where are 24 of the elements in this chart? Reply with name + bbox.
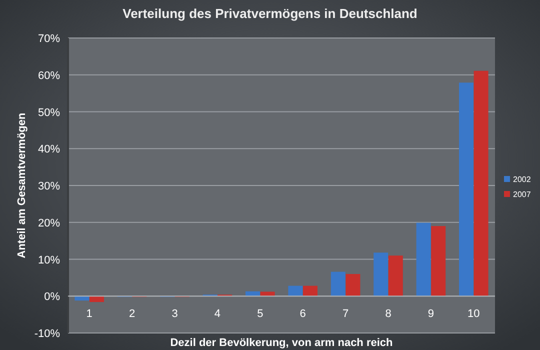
x-tick-label: 4 [214, 308, 221, 320]
x-tick-label: 1 [86, 308, 92, 320]
y-tick-label: 40% [38, 144, 60, 156]
y-tick-label: 50% [38, 106, 60, 119]
x-axis-title: Dezil der Bevölkerung, von arm nach reich [170, 337, 394, 349]
legend-label: 2002 [513, 175, 532, 184]
y-tick-label: -10% [34, 328, 60, 340]
chart-title: Verteilung des Privatvermögens in Deutschland [122, 6, 418, 21]
y-tick-label: 60% [38, 70, 60, 82]
x-tick-label: 6 [300, 308, 306, 320]
y-tick-label: 10% [38, 254, 60, 266]
y-tick-label: 0% [44, 291, 60, 304]
legend-label: 2007 [513, 190, 532, 199]
x-tick-label: 10 [468, 308, 480, 320]
x-tick-label: 2 [128, 308, 136, 320]
x-tick-label: 7 [342, 308, 349, 320]
x-tick-label: 5 [257, 308, 264, 320]
y-tick-label: 20% [38, 217, 60, 230]
x-tick-label: 9 [428, 308, 434, 320]
y-axis-title: Anteil am Gesamtvermögen [16, 112, 28, 258]
y-tick-label: 30% [38, 180, 60, 192]
y-tick-label: 70% [38, 33, 60, 45]
x-tick-label: 3 [172, 308, 178, 320]
x-tick-label: 8 [385, 308, 392, 320]
